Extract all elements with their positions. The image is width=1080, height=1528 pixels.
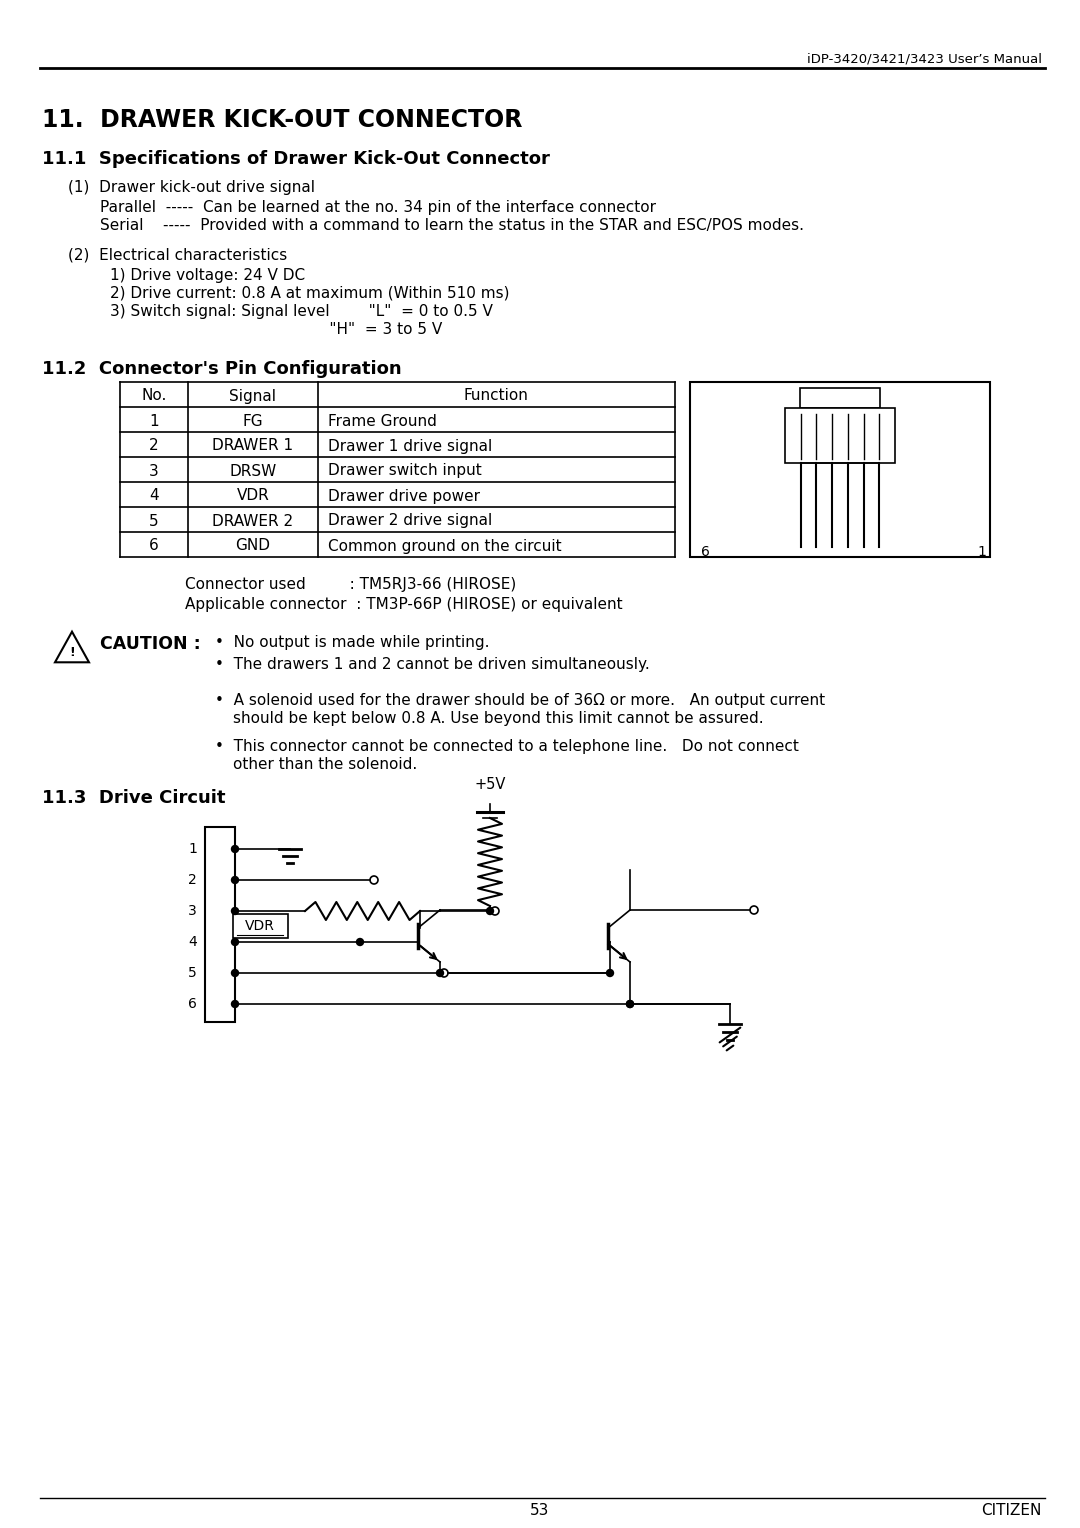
- Text: VDR: VDR: [245, 918, 275, 934]
- Text: 4: 4: [188, 935, 197, 949]
- Text: 1: 1: [149, 414, 159, 428]
- Text: DRAWER 2: DRAWER 2: [213, 513, 294, 529]
- Text: Serial    -----  Provided with a command to learn the status in the STAR and ESC: Serial ----- Provided with a command to …: [100, 219, 804, 232]
- Text: 6: 6: [188, 996, 197, 1012]
- Text: No.: No.: [141, 388, 166, 403]
- Circle shape: [356, 938, 364, 946]
- Text: should be kept below 0.8 A. Use beyond this limit cannot be assured.: should be kept below 0.8 A. Use beyond t…: [233, 711, 764, 726]
- Text: DRSW: DRSW: [229, 463, 276, 478]
- Text: DRAWER 1: DRAWER 1: [213, 439, 294, 454]
- Text: iDP-3420/3421/3423 User’s Manual: iDP-3420/3421/3423 User’s Manual: [807, 52, 1042, 66]
- Text: other than the solenoid.: other than the solenoid.: [233, 756, 417, 772]
- Text: 2) Drive current: 0.8 A at maximum (Within 510 ms): 2) Drive current: 0.8 A at maximum (With…: [110, 286, 510, 301]
- Text: •  No output is made while printing.: • No output is made while printing.: [215, 636, 489, 649]
- Text: Frame Ground: Frame Ground: [328, 414, 437, 428]
- Circle shape: [231, 1001, 239, 1007]
- Text: GND: GND: [235, 538, 270, 553]
- Circle shape: [436, 969, 444, 976]
- Bar: [690, 382, 990, 558]
- Text: (1)  Drawer kick-out drive signal: (1) Drawer kick-out drive signal: [68, 180, 315, 196]
- Text: 1: 1: [188, 842, 197, 856]
- Circle shape: [607, 969, 613, 976]
- Text: 6: 6: [149, 538, 159, 553]
- Text: !: !: [69, 645, 75, 659]
- Text: CAUTION :: CAUTION :: [100, 636, 201, 652]
- Bar: [233, 914, 288, 938]
- Text: CITIZEN: CITIZEN: [982, 1504, 1042, 1517]
- Text: Applicable connector  : TM3P-66P (HIROSE) or equivalent: Applicable connector : TM3P-66P (HIROSE)…: [185, 597, 623, 613]
- Text: Signal: Signal: [229, 388, 276, 403]
- Text: •  A solenoid used for the drawer should be of 36Ω or more.   An output current: • A solenoid used for the drawer should …: [215, 694, 825, 707]
- Text: Drawer drive power: Drawer drive power: [328, 489, 480, 504]
- Circle shape: [626, 1001, 634, 1007]
- Text: •  The drawers 1 and 2 cannot be driven simultaneously.: • The drawers 1 and 2 cannot be driven s…: [215, 657, 650, 672]
- Text: VDR: VDR: [237, 489, 269, 504]
- Text: 4: 4: [149, 489, 159, 504]
- Text: 11.  DRAWER KICK-OUT CONNECTOR: 11. DRAWER KICK-OUT CONNECTOR: [42, 108, 523, 131]
- Bar: [205, 827, 235, 1022]
- Bar: [785, 408, 895, 463]
- Text: Drawer switch input: Drawer switch input: [328, 463, 482, 478]
- Circle shape: [231, 845, 239, 853]
- Circle shape: [231, 969, 239, 976]
- Text: Function: Function: [463, 388, 528, 403]
- Text: 11.3  Drive Circuit: 11.3 Drive Circuit: [42, 788, 226, 807]
- Text: 3: 3: [188, 905, 197, 918]
- Circle shape: [231, 908, 239, 914]
- Circle shape: [231, 938, 239, 946]
- Text: •  This connector cannot be connected to a telephone line.   Do not connect: • This connector cannot be connected to …: [215, 740, 799, 753]
- Text: 1) Drive voltage: 24 V DC: 1) Drive voltage: 24 V DC: [110, 267, 306, 283]
- Text: Connector used         : TM5RJ3-66 (HIROSE): Connector used : TM5RJ3-66 (HIROSE): [185, 578, 516, 591]
- Text: 2: 2: [149, 439, 159, 454]
- Text: 11.1  Specifications of Drawer Kick-Out Connector: 11.1 Specifications of Drawer Kick-Out C…: [42, 150, 550, 168]
- Text: Drawer 1 drive signal: Drawer 1 drive signal: [328, 439, 492, 454]
- Text: 5: 5: [149, 513, 159, 529]
- Text: Parallel  -----  Can be learned at the no. 34 pin of the interface connector: Parallel ----- Can be learned at the no.…: [100, 200, 656, 215]
- Text: 3) Switch signal: Signal level        "L"  = 0 to 0.5 V: 3) Switch signal: Signal level "L" = 0 t…: [110, 304, 492, 319]
- Circle shape: [626, 1001, 634, 1007]
- Text: "H"  = 3 to 5 V: "H" = 3 to 5 V: [110, 322, 442, 338]
- Circle shape: [231, 877, 239, 883]
- Text: 3: 3: [149, 463, 159, 478]
- Text: 53: 53: [530, 1504, 550, 1517]
- Text: 1: 1: [977, 545, 986, 559]
- Text: Common ground on the circuit: Common ground on the circuit: [328, 538, 562, 553]
- Text: +5V: +5V: [474, 778, 505, 792]
- Bar: [800, 388, 880, 408]
- Text: 6: 6: [701, 545, 710, 559]
- Text: 11.2  Connector's Pin Configuration: 11.2 Connector's Pin Configuration: [42, 361, 402, 377]
- Text: 2: 2: [188, 872, 197, 886]
- Text: (2)  Electrical characteristics: (2) Electrical characteristics: [68, 248, 287, 263]
- Text: Drawer 2 drive signal: Drawer 2 drive signal: [328, 513, 492, 529]
- Circle shape: [486, 908, 494, 914]
- Text: 5: 5: [188, 966, 197, 979]
- Text: FG: FG: [243, 414, 264, 428]
